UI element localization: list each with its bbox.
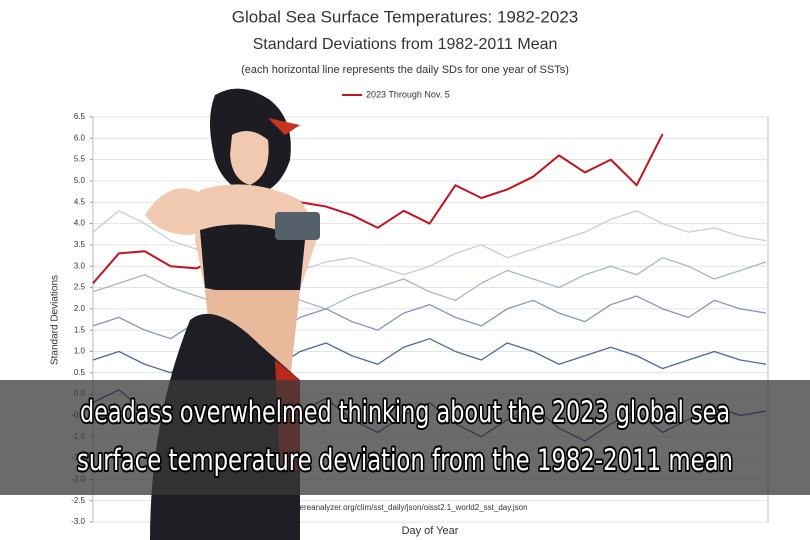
y-tick-label: 4.5 (74, 197, 86, 206)
caption-line: deadass overwhelmed thinking about the 2… (80, 395, 730, 429)
y-axis-label: Standard Deviations (50, 275, 61, 365)
y-tick-label: -3.0 (71, 517, 85, 526)
y-tick-label: 3.0 (74, 261, 86, 270)
y-tick-label: 2.0 (74, 304, 86, 313)
x-axis-label: Day of Year (402, 525, 459, 537)
y-tick-label: 3.5 (74, 240, 86, 249)
source: ://climatereanalyzer.org/clim/sst_daily/… (272, 503, 528, 512)
chart-note: (each horizontal line represents the dai… (241, 64, 569, 76)
chart-title: Global Sea Surface Temperatures: 1982-20… (232, 7, 579, 26)
y-tick-label: 5.5 (74, 155, 86, 164)
y-tick-label: 1.5 (74, 325, 86, 334)
chart-subtitle: Standard Deviations from 1982-2011 Mean (253, 36, 558, 53)
y-tick-label: 5.0 (74, 176, 86, 185)
face (230, 131, 269, 185)
y-tick-label: 6.5 (74, 112, 86, 121)
caption-line: surface temperature deviation from the 1… (77, 443, 733, 477)
y-tick-label: 0.5 (74, 368, 86, 377)
y-tick-label: 4.0 (74, 219, 86, 228)
y-tick-label: 2.5 (74, 283, 86, 292)
top (200, 224, 305, 294)
y-tick-label: 6.0 (74, 133, 86, 142)
hair-streak (268, 118, 300, 135)
legend-label: 2023 Through Nov. 5 (366, 89, 450, 99)
y-tick-label: 1.0 (74, 347, 86, 356)
arm (145, 188, 215, 235)
y-tick-label: -2.5 (71, 496, 85, 505)
caption: deadass overwhelmed thinking about the 2… (0, 380, 810, 495)
phone (275, 212, 320, 240)
caption-band (0, 380, 810, 495)
series-line (92, 133, 664, 284)
series-line (92, 257, 767, 310)
